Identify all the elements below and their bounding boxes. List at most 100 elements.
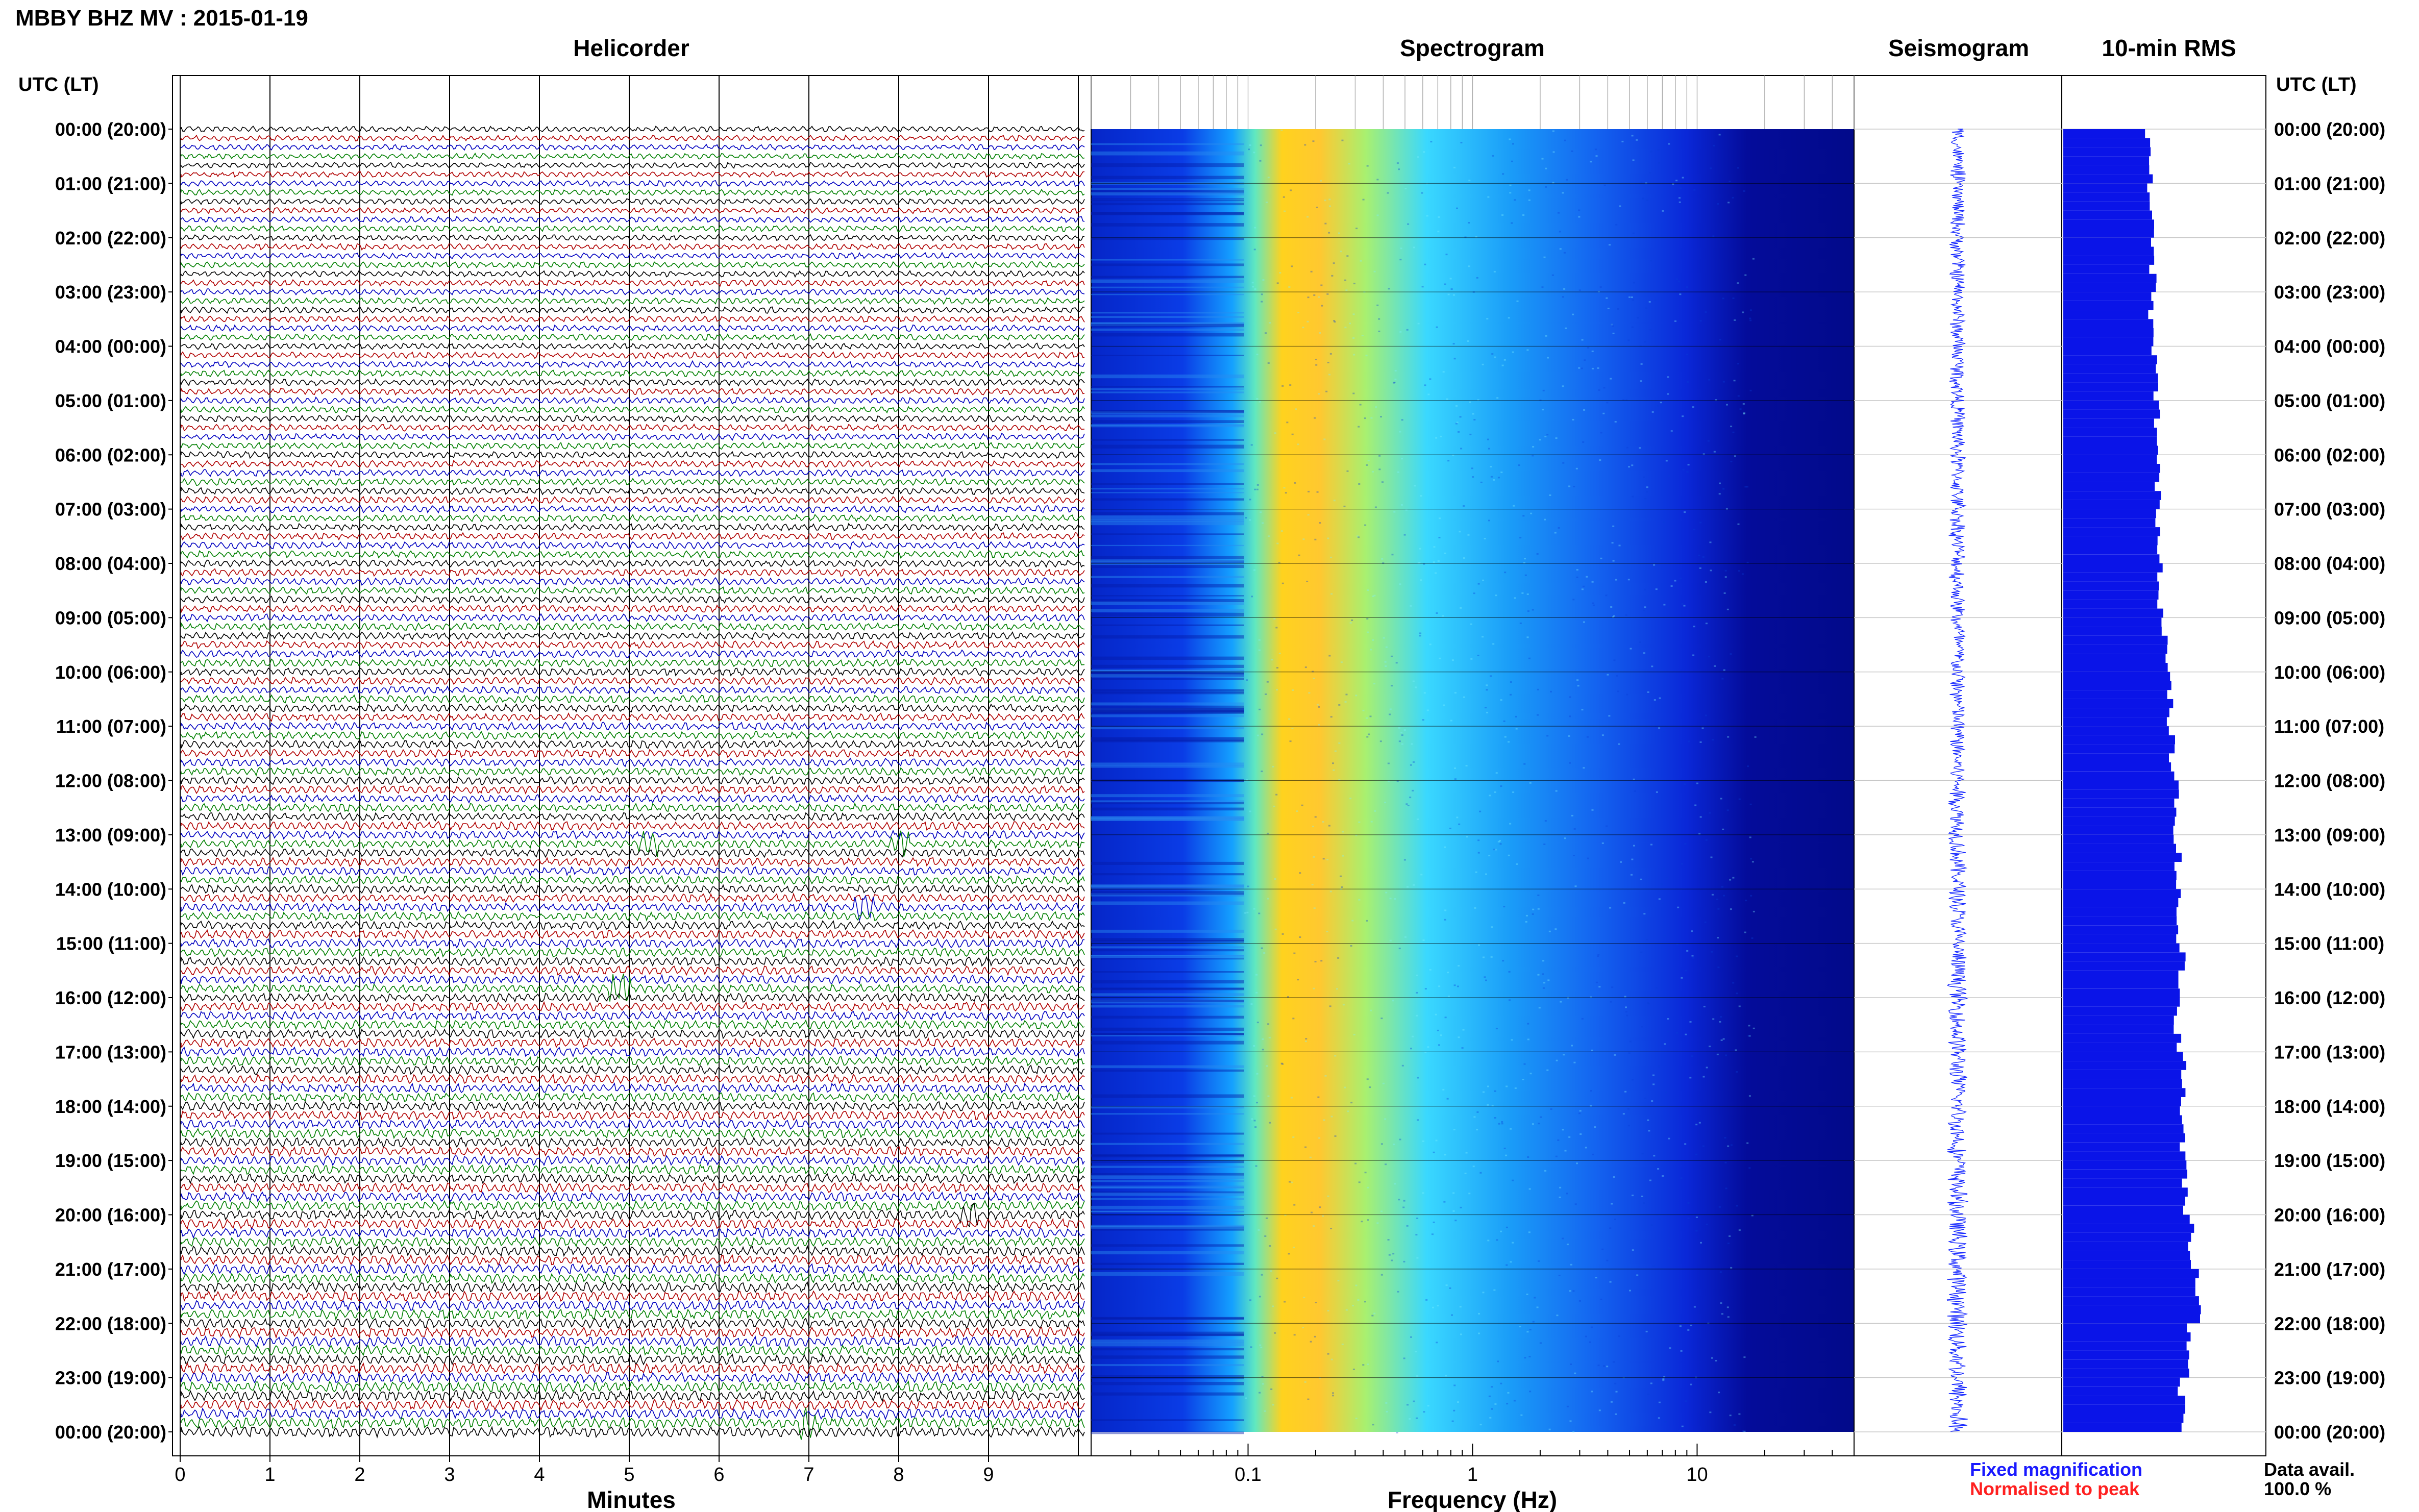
spectrogram-speckle bbox=[1599, 459, 1601, 461]
time-label-left: 06:00 (02:00) bbox=[55, 444, 166, 465]
spectrogram-speckle bbox=[1269, 322, 1271, 324]
data-avail-label: Data avail. bbox=[2264, 1459, 2355, 1480]
spectrogram-speckle bbox=[1706, 1067, 1708, 1069]
spectrogram-speckle bbox=[1393, 382, 1396, 383]
spectrogram-speckle bbox=[1264, 1410, 1266, 1412]
spectrogram-speckle bbox=[1352, 392, 1355, 394]
rms-bar bbox=[2063, 328, 2154, 337]
rms-bar bbox=[2063, 681, 2171, 690]
time-labels: 00:00 (20:00) 00:00 (20:00)01:00 (21:00) 0… bbox=[55, 119, 2385, 1443]
spectrogram-speckle bbox=[1468, 265, 1470, 267]
spectrogram-speckle bbox=[1736, 1205, 1738, 1207]
spectrogram-speckle bbox=[1452, 294, 1455, 296]
spectrogram-speckle bbox=[1563, 252, 1566, 254]
helicorder-trace bbox=[181, 1173, 1085, 1185]
spectrogram-stripe bbox=[1091, 999, 1244, 1004]
rms-bar bbox=[2063, 246, 2154, 256]
spectrogram-speckle bbox=[1259, 160, 1262, 162]
spectrogram-speckle bbox=[1388, 780, 1390, 782]
spectrogram-speckle bbox=[1614, 1382, 1617, 1384]
spectrogram-speckle bbox=[1445, 254, 1448, 256]
spectrogram-speckle bbox=[1737, 167, 1739, 169]
helicorder-trace bbox=[181, 360, 1085, 368]
spectrogram-stripe bbox=[1091, 689, 1244, 691]
spectrogram-speckle bbox=[1505, 1226, 1508, 1228]
spectrogram-stripe bbox=[1091, 1348, 1244, 1351]
rms-bar bbox=[2063, 780, 2179, 790]
spectrogram-speckle bbox=[1332, 762, 1334, 764]
spectrogram-speckle bbox=[1752, 258, 1755, 260]
spectrogram-speckle bbox=[1524, 1357, 1526, 1359]
spectrogram-speckle bbox=[1710, 856, 1713, 858]
spectrogram-speckle bbox=[1579, 1133, 1582, 1135]
spectrogram-speckle bbox=[1545, 167, 1547, 169]
spectrogram-speckle bbox=[1681, 603, 1684, 605]
spectrogram-speckle bbox=[1482, 1292, 1485, 1294]
helicorder-trace bbox=[181, 143, 1085, 151]
helicorder-trace bbox=[181, 1202, 1085, 1228]
spectrogram-speckle bbox=[1267, 898, 1269, 900]
spectrogram-speckle bbox=[1590, 1326, 1593, 1328]
spectrogram-stripe bbox=[1091, 1272, 1244, 1276]
rms-bar bbox=[2063, 663, 2168, 672]
spectrogram-speckle bbox=[1400, 504, 1403, 506]
spectrogram-speckle bbox=[1385, 646, 1388, 648]
spectrogram-speckle bbox=[1675, 180, 1678, 182]
spectrogram-speckle bbox=[1385, 891, 1388, 894]
spectrogram-speckle bbox=[1539, 439, 1541, 441]
spectrogram-speckle bbox=[1718, 493, 1721, 495]
helicorder-trace bbox=[181, 215, 1085, 224]
spectrogram-speckle bbox=[1433, 546, 1436, 548]
spectrogram-speckle bbox=[1313, 1225, 1315, 1227]
spectrogram-speckle bbox=[1599, 286, 1602, 288]
spectrogram-speckle bbox=[1718, 134, 1721, 136]
spectrogram-speckle bbox=[1709, 541, 1712, 543]
spectrogram-speckle bbox=[1653, 564, 1656, 566]
spectrogram-speckle bbox=[1337, 1280, 1340, 1282]
helicorder-trace bbox=[181, 947, 1085, 958]
spectrogram-speckle bbox=[1719, 339, 1721, 341]
helicorder-trace bbox=[181, 495, 1085, 505]
spectrogram-speckle bbox=[1459, 416, 1462, 418]
spectrogram-speckle bbox=[1350, 1102, 1353, 1104]
spectrogram-speckle bbox=[1721, 886, 1723, 888]
rms-bar bbox=[2063, 1368, 2189, 1378]
spectrogram-speckle bbox=[1261, 293, 1263, 295]
helicorder-trace bbox=[181, 1019, 1085, 1031]
spectrogram-speckle bbox=[1566, 179, 1568, 181]
spectrogram-speckle bbox=[1271, 659, 1273, 661]
spectrogram-speckle bbox=[1497, 477, 1500, 479]
spectrogram-speckle bbox=[1618, 1335, 1620, 1337]
spectrogram-stripe bbox=[1091, 765, 1244, 768]
spectrogram-speckle bbox=[1398, 168, 1400, 170]
spectrogram-speckle bbox=[1484, 976, 1486, 978]
spectrogram-speckle bbox=[1523, 562, 1525, 564]
spectrogram-speckle bbox=[1426, 215, 1428, 217]
rms-bar bbox=[2063, 925, 2179, 934]
spectrogram-speckle bbox=[1258, 912, 1261, 914]
helicorder-trace bbox=[181, 1163, 1085, 1176]
spectrogram-speckle bbox=[1435, 572, 1437, 574]
spectrogram-speckle bbox=[1681, 977, 1683, 979]
rms-bar bbox=[2063, 455, 2157, 464]
helicorder-trace bbox=[181, 1218, 1085, 1230]
minute-tick-label: 3 bbox=[444, 1464, 455, 1485]
spectrogram-speckle bbox=[1342, 831, 1344, 833]
spectrogram-speckle bbox=[1334, 750, 1337, 752]
spectrogram-speckle bbox=[1401, 458, 1403, 460]
spectrogram-speckle bbox=[1343, 505, 1346, 507]
spectrogram-speckle bbox=[1536, 1306, 1539, 1308]
rms-bar bbox=[2063, 1151, 2186, 1161]
spectrogram-speckle bbox=[1608, 715, 1611, 717]
rms-bar bbox=[2063, 1187, 2188, 1197]
spectrogram-speckle bbox=[1262, 1383, 1264, 1385]
spectrogram-speckle bbox=[1254, 288, 1256, 290]
spectrogram-speckle bbox=[1281, 582, 1284, 584]
spectrogram-speckle bbox=[1310, 1341, 1312, 1343]
spectrogram-stripe bbox=[1091, 807, 1244, 811]
spectrogram-speckle bbox=[1344, 279, 1347, 281]
spectrogram-speckle bbox=[1644, 341, 1646, 343]
spectrogram-speckle bbox=[1341, 1343, 1344, 1345]
spectrogram-speckle bbox=[1743, 1356, 1746, 1358]
spectrogram-stripe bbox=[1091, 1154, 1244, 1157]
